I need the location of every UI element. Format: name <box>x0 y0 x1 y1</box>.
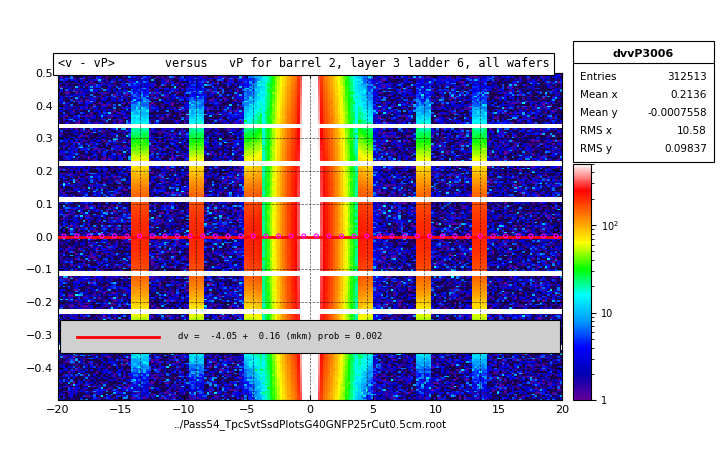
Point <box>348 233 360 240</box>
Point <box>399 233 410 240</box>
Point <box>525 233 536 240</box>
Point <box>550 227 562 234</box>
Point <box>58 227 70 234</box>
Point <box>449 233 461 240</box>
Point <box>298 233 309 240</box>
Point <box>311 233 322 240</box>
Point <box>197 233 208 240</box>
Bar <box>60 320 559 353</box>
Text: 0.09837: 0.09837 <box>664 145 707 154</box>
Text: dv =  -4.05 +  0.16 (mkm) prob = 0.002: dv = -4.05 + 0.16 (mkm) prob = 0.002 <box>177 332 382 341</box>
Text: RMS x: RMS x <box>580 126 612 136</box>
Point <box>260 233 272 240</box>
Point <box>210 233 221 240</box>
Point <box>109 233 120 240</box>
Text: Entries: Entries <box>580 72 616 82</box>
Point <box>487 233 499 240</box>
Point <box>235 233 247 240</box>
Point <box>146 233 158 240</box>
Point <box>159 233 171 240</box>
Point <box>361 233 373 240</box>
Text: <v - vP>       versus   vP for barrel 2, layer 3 ladder 6, all wafers: <v - vP> versus vP for barrel 2, layer 3… <box>58 57 549 70</box>
Point <box>386 233 398 240</box>
Point <box>84 233 95 240</box>
Point <box>373 233 385 240</box>
Text: Mean x: Mean x <box>580 90 618 100</box>
Text: 0.2136: 0.2136 <box>671 90 707 100</box>
Point <box>58 233 70 240</box>
Point <box>247 233 259 240</box>
Text: Mean y: Mean y <box>580 108 618 118</box>
Text: RMS y: RMS y <box>580 145 612 154</box>
Point <box>134 233 146 240</box>
Point <box>538 233 549 240</box>
Point <box>462 233 474 240</box>
Text: 312513: 312513 <box>667 72 707 82</box>
Point <box>336 233 348 240</box>
Point <box>474 233 486 240</box>
Point <box>323 233 335 240</box>
X-axis label: ../Pass54_TpcSvtSsdPlotsG40GNFP25rCut0.5cm.root: ../Pass54_TpcSvtSsdPlotsG40GNFP25rCut0.5… <box>174 420 446 430</box>
Point <box>500 233 511 240</box>
Point <box>424 233 435 240</box>
Point <box>172 233 183 240</box>
Text: 10.58: 10.58 <box>677 126 707 136</box>
Text: -0.0007558: -0.0007558 <box>647 108 707 118</box>
Point <box>222 233 234 240</box>
Point <box>273 233 284 240</box>
Point <box>513 233 524 240</box>
Point <box>437 233 448 240</box>
Point <box>185 233 196 240</box>
Point <box>286 233 297 240</box>
Point <box>412 233 423 240</box>
Point <box>71 233 82 240</box>
Point <box>550 233 562 240</box>
Point <box>121 233 133 240</box>
Text: dvvP3006: dvvP3006 <box>613 50 674 60</box>
Point <box>96 233 107 240</box>
